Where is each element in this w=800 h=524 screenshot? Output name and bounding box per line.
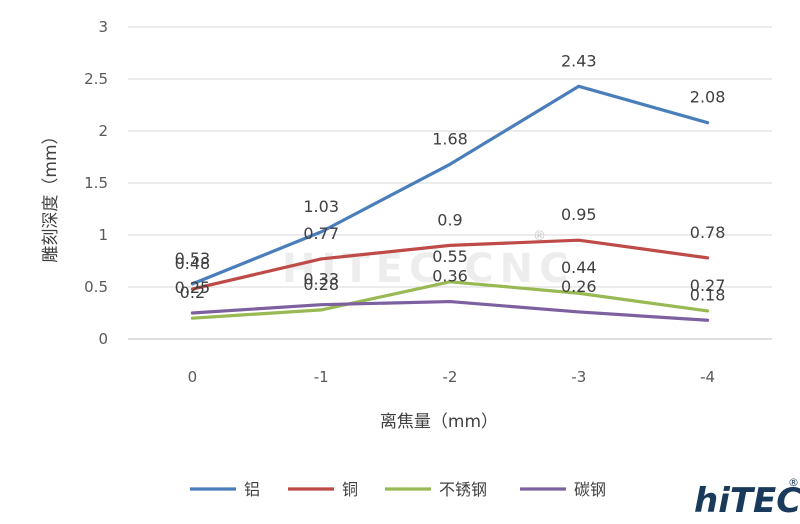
series-line-0 (190, 84, 710, 286)
data-label: 0.9 (437, 210, 462, 229)
x-tick-label: 0 (188, 368, 198, 386)
data-label: 0.25 (175, 278, 211, 297)
y-tick-label: 2.5 (84, 70, 108, 88)
data-label: 0.55 (432, 247, 468, 266)
data-label: 0.36 (432, 267, 468, 286)
data-label: 0.33 (303, 270, 339, 289)
watermark-text: HITEC CNC (282, 246, 574, 292)
legend-label: 碳钢 (574, 480, 606, 499)
data-label: 0.48 (175, 254, 211, 273)
data-label: 0.53 (175, 249, 211, 268)
data-label: 0.44 (561, 258, 597, 277)
logo-registered-mark: ® (788, 476, 799, 489)
legend-label: 铝 (244, 480, 260, 499)
logo-text: hiTEC (694, 481, 800, 521)
series-lines (190, 84, 710, 322)
series-line-2 (190, 280, 710, 320)
legend-label: 铜 (342, 480, 358, 499)
data-label: 0.2 (180, 283, 205, 302)
y-axis-label: 雕刻深度（mm） (41, 127, 61, 262)
x-axis-label: 离焦量（mm） (380, 412, 498, 432)
legend: 铝 铜 不锈钢 碳钢 (190, 480, 606, 499)
data-labels: 0.53 1.03 1.68 2.43 2.08 0.48 0.77 0.9 0.95 0.78 0… (175, 51, 726, 304)
series-line-3 (190, 299, 710, 322)
x-tick-label: -2 (443, 368, 458, 386)
legend-label: 不锈钢 (439, 480, 487, 499)
data-label: 0.18 (690, 285, 726, 304)
data-label: 1.68 (432, 129, 468, 148)
gridlines (128, 26, 772, 340)
watermark: HITEC CNC ® (282, 229, 574, 292)
y-axis-ticks: 0 0.5 1 1.5 2 2.5 3 (84, 18, 108, 348)
data-label: 0.26 (561, 277, 597, 296)
y-tick-label: 2 (98, 122, 108, 140)
data-label: 2.08 (690, 88, 726, 107)
y-tick-label: 1 (98, 226, 108, 244)
data-label: 0.77 (303, 224, 339, 243)
series-line-1 (190, 238, 710, 291)
data-label: 0.95 (561, 205, 597, 224)
hitec-logo: hiTEC ® (694, 476, 800, 521)
x-tick-label: -4 (700, 368, 715, 386)
data-label: 0.27 (690, 276, 726, 295)
y-tick-label: 0 (98, 330, 108, 348)
data-label: 0.78 (690, 223, 726, 242)
x-tick-label: -1 (314, 368, 329, 386)
x-axis-ticks: 0 -1 -2 -3 -4 (188, 368, 715, 386)
y-tick-label: 3 (98, 18, 108, 36)
y-tick-label: 0.5 (84, 278, 108, 296)
x-tick-label: -3 (571, 368, 586, 386)
data-label: 2.43 (561, 51, 597, 70)
y-tick-label: 1.5 (84, 174, 108, 192)
data-label: 1.03 (303, 197, 339, 216)
data-label: 0.28 (303, 275, 339, 294)
